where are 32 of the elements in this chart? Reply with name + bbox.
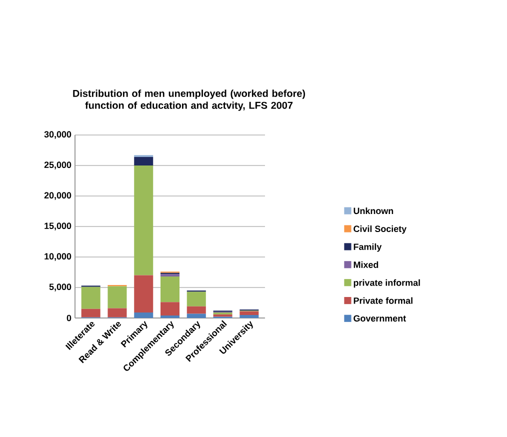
y-tick-label: 30,000 [44, 131, 72, 139]
bar [186, 306, 206, 314]
y-tick-label: 0 [66, 314, 72, 322]
bar [186, 314, 206, 318]
legend-label: Mixed [354, 261, 378, 268]
bar [186, 292, 206, 306]
bar [108, 286, 127, 308]
legend-label: Private formal [354, 297, 412, 304]
legend-label: private informal [354, 279, 420, 288]
y-tick-label: 20,000 [44, 192, 72, 200]
bar [81, 308, 100, 318]
bar [108, 308, 127, 318]
legend-label: Government [354, 315, 406, 322]
bar [240, 311, 259, 315]
y-tick-label: 25,000 [44, 162, 72, 170]
bar [160, 274, 180, 277]
bar [160, 302, 180, 316]
bar [134, 166, 154, 276]
y-tick-label: 5,000 [49, 284, 72, 292]
bar [240, 314, 259, 318]
bar [134, 275, 154, 313]
bar [213, 314, 232, 317]
bar [160, 276, 180, 302]
y-tick-label: 10,000 [44, 253, 72, 261]
bar [134, 156, 154, 166]
y-tick-label: 15,000 [44, 222, 72, 230]
legend-label: Civil Society [354, 225, 407, 234]
bar [81, 286, 100, 309]
legend-label: Unknown [354, 207, 394, 214]
legend-label: Family [354, 243, 382, 252]
bar [134, 312, 154, 318]
chart-title: Distribution of men unemployed (worked before) function of education and actvity, LFS 2007 [73, 90, 306, 111]
